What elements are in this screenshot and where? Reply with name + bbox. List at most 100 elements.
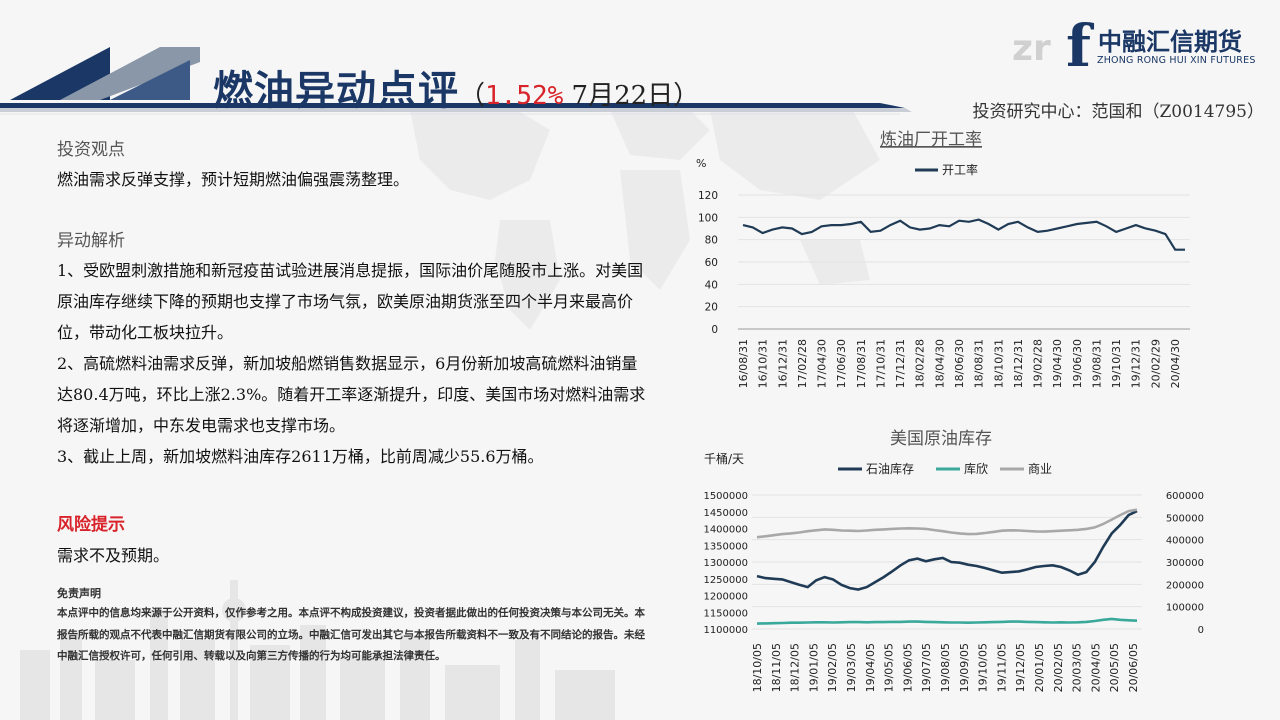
page-title: 燃油异动点评（1.52% 7月22日）: [213, 58, 699, 116]
x-tick-label: 17/08/31: [855, 339, 868, 388]
x-tick-label: 18/12/31: [1012, 339, 1025, 388]
y2-tick-label: 600000: [1166, 491, 1204, 502]
series-line-kaigonglv: [742, 218, 1185, 251]
title-open: （: [459, 81, 486, 111]
x-tick-label: 20/04/30: [1169, 339, 1182, 388]
y-tick-label: 1200000: [703, 592, 748, 603]
y-tick-label: 1450000: [703, 508, 748, 519]
legend-label: 石油库存: [866, 461, 914, 476]
x-tick-label: 17/10/31: [874, 339, 887, 388]
y-tick-label: 1350000: [703, 541, 748, 552]
y2-tick-label: 500000: [1166, 513, 1204, 524]
series-line-商业: [756, 508, 1138, 539]
x-tick-label: 19/08/31: [1090, 339, 1103, 388]
header-banner: [0, 47, 912, 115]
x-tick-label: 19/09/05: [958, 643, 971, 692]
background-skyline: [20, 580, 615, 720]
x-tick-label: 19/05/05: [883, 643, 896, 692]
risk-heading: 风险提示: [57, 515, 125, 535]
disclaimer-heading: 免责声明: [57, 587, 101, 600]
y-tick-label: 1500000: [703, 491, 748, 502]
x-tick-label: 17/12/31: [894, 339, 907, 388]
x-tick-label: 19/03/05: [845, 643, 858, 692]
x-tick-label: 17/06/30: [835, 339, 848, 388]
y-tick-label: 40: [705, 279, 718, 291]
y-axis-unit: 千桶/天: [704, 451, 744, 466]
logo-name-en: ZHONG RONG HUI XIN FUTURES: [1097, 55, 1256, 66]
title-date: 7月22日）: [563, 81, 700, 111]
analysis-para-2: 2、高硫燃料油需求反弹，新加坡船燃销售数据显示，6月份新加坡高硫燃料油销量达80…: [57, 354, 646, 435]
logo-faint-letters: zr: [1012, 28, 1051, 69]
x-tick-label: 18/04/30: [933, 339, 946, 388]
author-line: 投资研究中心：范国和（Z0014795）: [972, 102, 1264, 122]
y2-tick-label: 0: [1198, 625, 1204, 636]
x-tick-label: 19/01/05: [807, 643, 820, 692]
title-change-percent: 1.52%: [485, 81, 564, 111]
x-tick-label: 18/06/30: [953, 339, 966, 388]
analysis-heading: 异动解析: [57, 231, 125, 251]
title-paren: （1.52% 7月22日）: [459, 81, 699, 111]
x-tick-label: 19/06/05: [901, 643, 914, 692]
x-tick-label: 19/12/31: [1130, 339, 1143, 388]
x-tick-label: 19/04/30: [1051, 339, 1064, 388]
x-tick-label: 19/10/31: [1110, 339, 1123, 388]
analysis-para-3: 3、截止上周，新加坡燃料油库存2611万桶，比前周减少55.6万桶。: [57, 447, 544, 466]
background-world-map: [410, 100, 880, 330]
y-tick-label: 80: [705, 235, 718, 247]
x-tick-label: 17/02/28: [796, 339, 809, 388]
y-tick-label: 60: [705, 257, 718, 269]
y-tick-label: 20: [705, 302, 718, 314]
y2-tick-label: 200000: [1166, 580, 1204, 591]
refinery-utilization-chart: 炼油厂开工率% 开工率 0 20 40 60 80 100 120 16/08/31 16/10/3…: [696, 130, 1190, 388]
x-tick-label: 16/10/31: [757, 339, 770, 388]
analysis-para-1: 1、受欧盟刺激措施和新冠疫苗试验进展消息提振，国际油价尾随股市上涨。对美国原油库…: [57, 261, 644, 342]
y2-tick-label: 400000: [1166, 536, 1204, 547]
x-tick-label: 19/04/05: [864, 643, 877, 692]
y-axis-unit: %: [696, 157, 706, 170]
x-tick-label: 16/08/31: [737, 339, 750, 388]
y-tick-label: 1100000: [703, 625, 748, 636]
x-tick-label: 19/08/05: [939, 643, 952, 692]
x-tick-label: 18/10/05: [751, 643, 764, 692]
company-logo: zr f: [1012, 12, 1095, 72]
x-tick-label: 18/11/05: [770, 643, 783, 692]
y-tick-label: 1300000: [703, 558, 748, 569]
x-tick-label: 19/11/05: [995, 643, 1008, 692]
logo-name-cn: 中融汇信期货: [1098, 28, 1242, 56]
x-tick-label: 19/02/05: [826, 643, 839, 692]
view-text: 燃油需求反弹支撑，预计短期燃油偏强震荡整理。: [57, 170, 410, 189]
series-line-库欣: [756, 617, 1138, 625]
x-tick-label: 19/12/05: [1014, 643, 1027, 692]
view-heading: 投资观点: [57, 140, 125, 160]
risk-text: 需求不及预期。: [57, 546, 170, 565]
legend-label: 库欣: [964, 461, 988, 476]
y-tick-label: 1400000: [703, 525, 748, 536]
logo-letter: f: [1066, 12, 1095, 72]
x-tick-label: 18/12/05: [789, 643, 802, 692]
x-tick-label: 20/03/05: [1071, 643, 1084, 692]
y-tick-label: 1150000: [703, 608, 748, 619]
x-tick-label: 19/10/05: [977, 643, 990, 692]
x-tick-label: 18/08/31: [973, 339, 986, 388]
x-tick-label: 19/07/05: [920, 643, 933, 692]
x-tick-label: 20/02/05: [1052, 643, 1065, 692]
x-tick-label: 19/06/30: [1071, 339, 1084, 388]
y2-tick-label: 100000: [1166, 603, 1204, 614]
x-tick-label: 20/05/05: [1108, 643, 1121, 692]
x-tick-label: 20/04/05: [1089, 643, 1102, 692]
y-tick-label: 100: [698, 212, 718, 224]
disclaimer-text: 本点评中的信息均来源于公开资料，仅作参考之用。本点评不构成投资建议，投资者据此做…: [57, 607, 645, 662]
commentary-panel: 投资观点 燃油需求反弹支撑，预计短期燃油偏强震荡整理。 异动解析 1、受欧盟刺激…: [57, 138, 647, 668]
legend-label: 商业: [1028, 461, 1052, 476]
x-tick-label: 17/04/30: [816, 339, 829, 388]
y-tick-label: 120: [698, 190, 718, 202]
y2-tick-label: 300000: [1166, 558, 1204, 569]
chart-title: 炼油厂开工率: [880, 130, 982, 150]
y-tick-label: 0: [711, 324, 718, 336]
x-tick-label: 20/06/05: [1127, 643, 1140, 692]
x-tick-label: 20/01/05: [1033, 643, 1046, 692]
x-tick-label: 18/02/28: [914, 339, 927, 388]
series-line-石油库存: [756, 509, 1138, 591]
x-tick-label: 18/10/31: [992, 339, 1005, 388]
